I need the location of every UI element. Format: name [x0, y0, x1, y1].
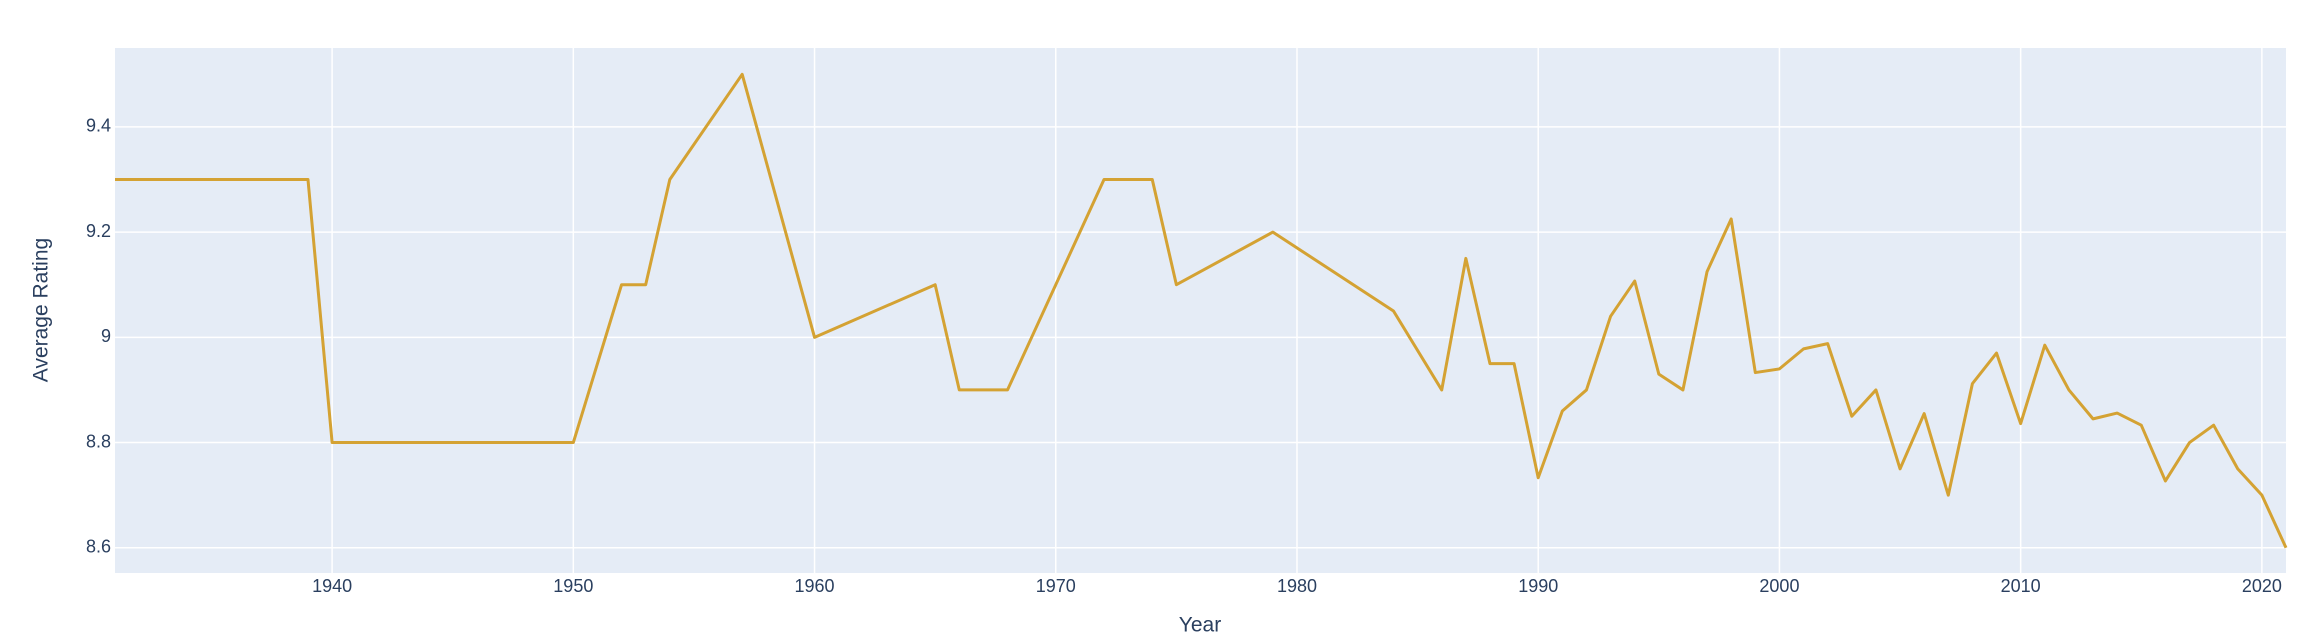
x-tick-label: 1960	[795, 576, 835, 596]
y-tick-label: 8.8	[86, 431, 111, 451]
x-tick-label: 2010	[2001, 576, 2041, 596]
x-tick-label: 1940	[312, 576, 352, 596]
y-tick-label: 9.4	[86, 116, 111, 136]
x-tick-label: 1990	[1518, 576, 1558, 596]
x-axis-title: Year	[1179, 614, 1221, 637]
x-tick-label: 2020	[2242, 576, 2282, 596]
plot-background	[115, 48, 2286, 573]
x-tick-label: 2000	[1759, 576, 1799, 596]
y-tick-label: 9	[101, 326, 111, 346]
y-axis-title: Average Rating	[30, 238, 53, 382]
grid	[115, 48, 2286, 573]
x-tick-label: 1950	[553, 576, 593, 596]
y-tick-label: 8.6	[86, 536, 111, 556]
x-tick-label: 1980	[1277, 576, 1317, 596]
data-line	[115, 72, 2288, 549]
y-tick-label: 9.2	[86, 221, 111, 241]
marks	[115, 72, 2288, 549]
x-tick-label: 1970	[1036, 576, 1076, 596]
